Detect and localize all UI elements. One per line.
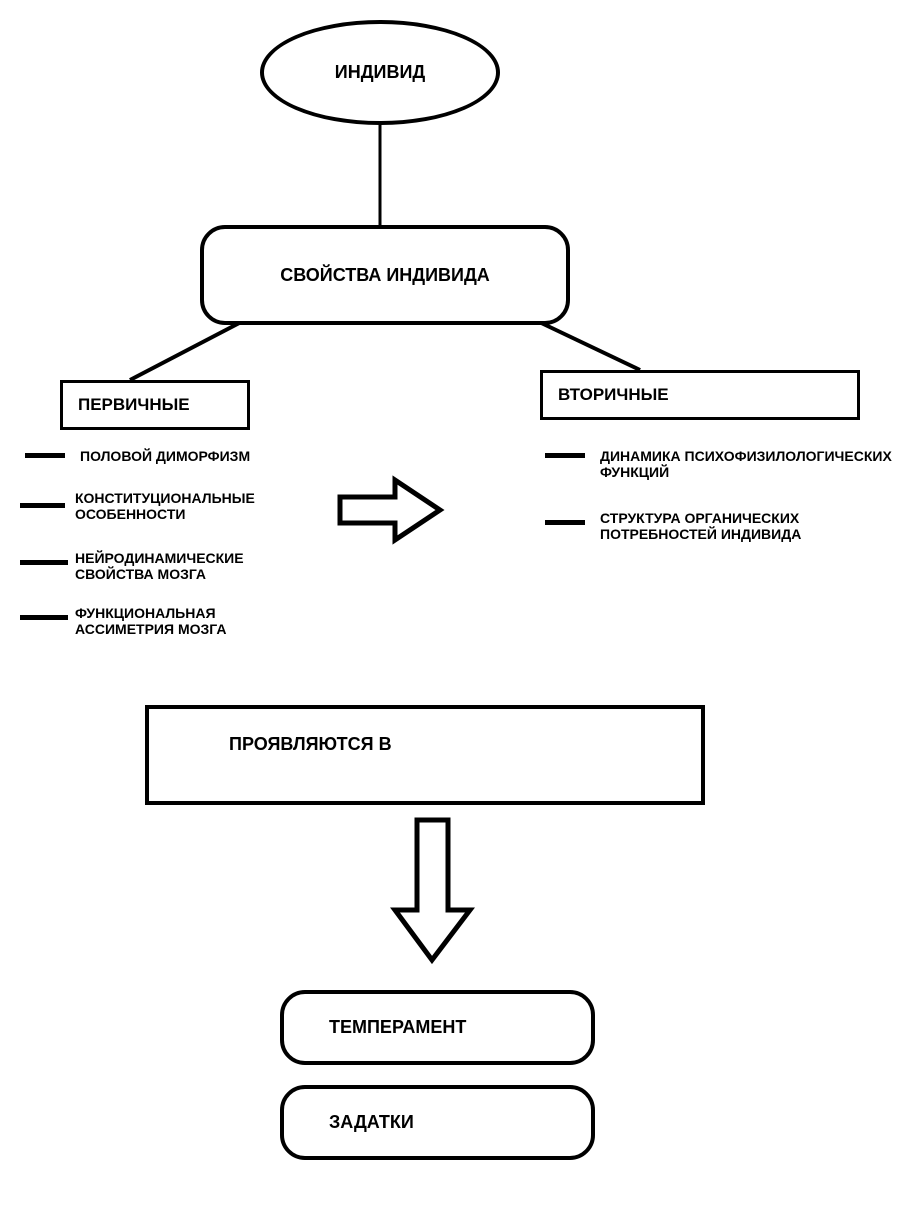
node-temperament: ТЕМПЕРАМЕНТ [280,990,595,1065]
node-primary-label: ПЕРВИЧНЫЕ [78,395,190,415]
node-individ: ИНДИВИД [260,20,500,125]
primary-item-3: НЕЙРОДИНАМИЧЕСКИЕ СВОЙСТВА МОЗГА [75,550,295,582]
node-properties: СВОЙСТВА ИНДИВИДА [200,225,570,325]
primary-item-1: ПОЛОВОЙ ДИМОРФИЗМ [80,448,330,464]
dash-icon [545,520,585,525]
node-inclinations: ЗАДАТКИ [280,1085,595,1160]
dash-icon [20,503,65,508]
node-manifest-label: ПРОЯВЛЯЮТСЯ В [229,734,392,755]
dash-icon [545,453,585,458]
node-manifest: ПРОЯВЛЯЮТСЯ В [145,705,705,805]
arrow-right-icon [335,475,445,545]
node-primary: ПЕРВИЧНЫЕ [60,380,250,430]
secondary-item-1: ДИНАМИКА ПСИХОФИЗИЛОЛОГИЧЕСКИХ ФУНКЦИЙ [600,448,900,480]
primary-item-2: КОНСТИТУЦИОНАЛЬНЫЕ ОСОБЕННОСТИ [75,490,305,522]
dash-icon [20,560,68,565]
node-temperament-label: ТЕМПЕРАМЕНТ [329,1017,466,1038]
arrow-down-icon [390,815,475,965]
primary-item-4: ФУНКЦИОНАЛЬНАЯ АССИМЕТРИЯ МОЗГА [75,605,275,637]
node-individ-label: ИНДИВИД [335,62,425,83]
secondary-item-2: СТРУКТУРА ОРГАНИЧЕСКИХ ПОТРЕБНОСТЕЙ ИНДИ… [600,510,890,542]
dash-icon [25,453,65,458]
node-inclinations-label: ЗАДАТКИ [329,1112,414,1133]
dash-icon [20,615,68,620]
node-secondary: ВТОРИЧНЫЕ [540,370,860,420]
node-secondary-label: ВТОРИЧНЫЕ [558,385,669,405]
line-left [130,320,245,380]
line-right [535,320,640,370]
node-properties-label: СВОЙСТВА ИНДИВИДА [280,265,490,286]
